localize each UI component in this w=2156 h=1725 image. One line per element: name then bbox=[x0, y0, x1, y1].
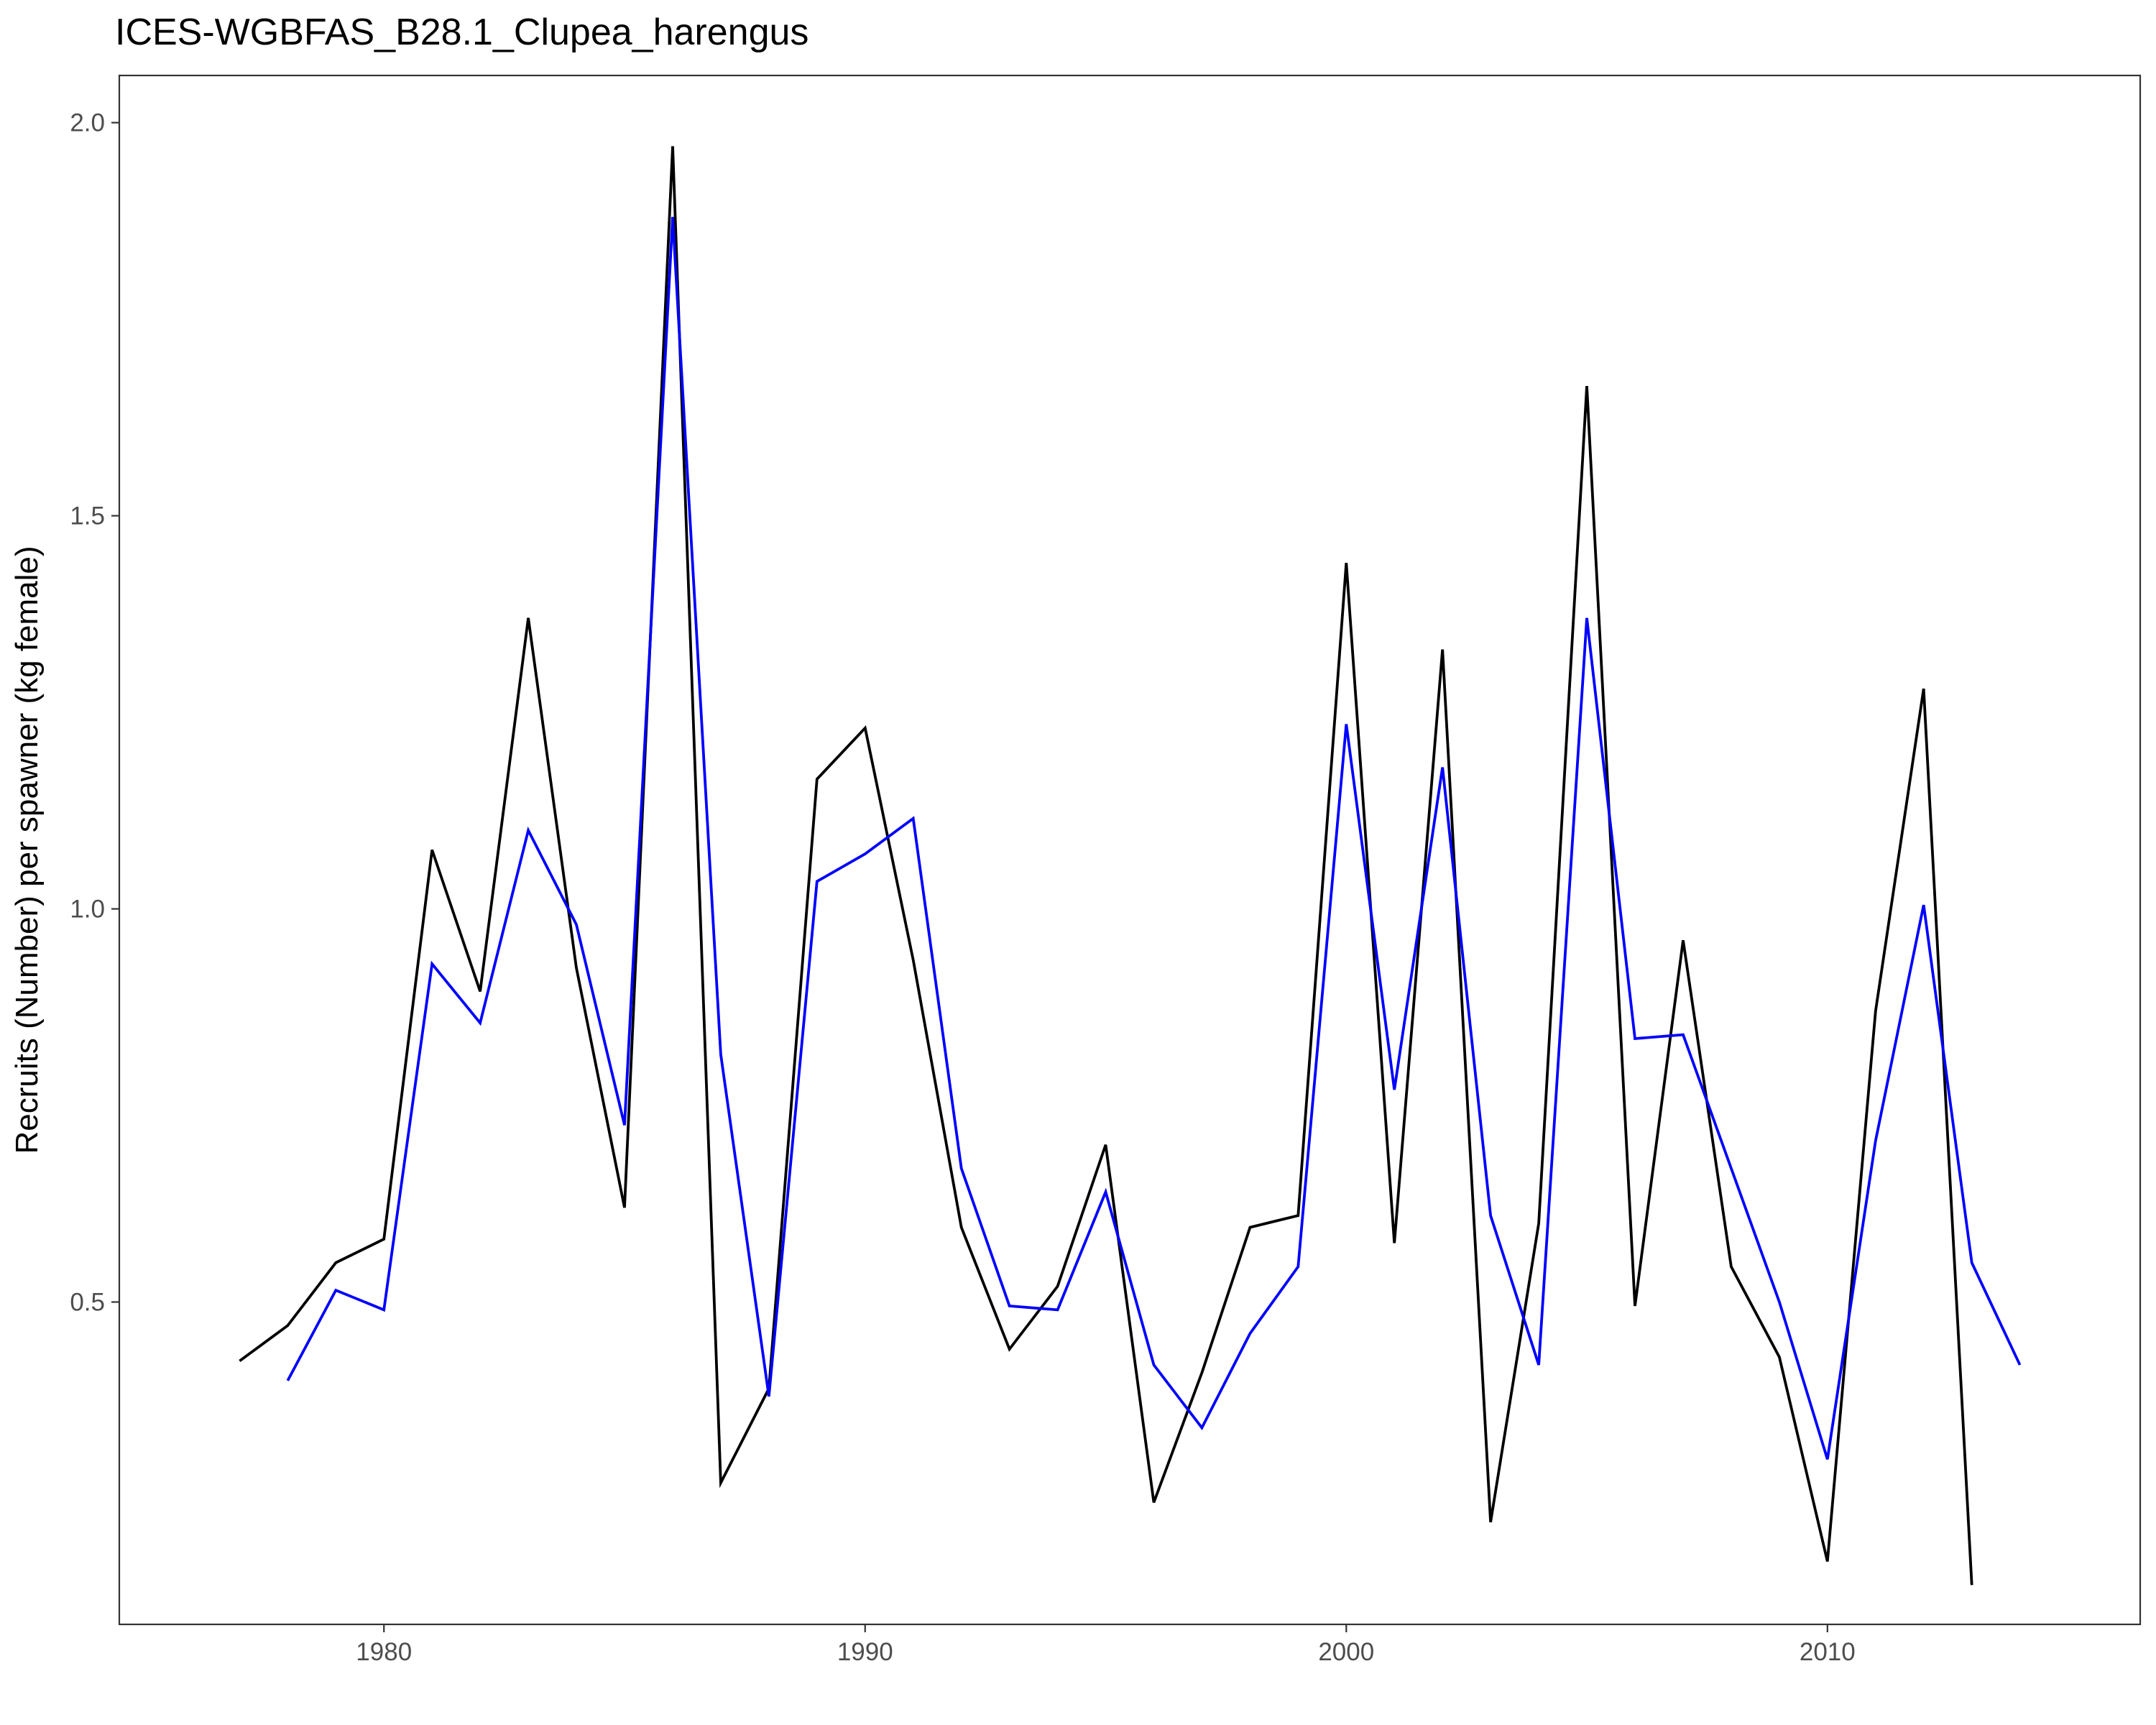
series-line-1 bbox=[239, 146, 1973, 1586]
x-tick-label: 1990 bbox=[837, 1638, 893, 1666]
x-tick-label: 2000 bbox=[1318, 1638, 1374, 1666]
y-tick-label: 1.0 bbox=[70, 896, 105, 924]
x-tick-label: 1980 bbox=[356, 1638, 412, 1666]
y-axis: 0.5 1.0 1.5 2.0 bbox=[70, 109, 119, 1316]
series-line-2 bbox=[286, 216, 2022, 1460]
y-tick-label: 2.0 bbox=[70, 109, 105, 137]
chart-title: ICES-WGBFAS_B28.1_Clupea_harengus bbox=[115, 12, 808, 53]
y-tick-label: 1.5 bbox=[70, 502, 105, 530]
x-axis: 1980 1990 2000 2010 bbox=[356, 1624, 1856, 1666]
x-tick-label: 2010 bbox=[1800, 1638, 1856, 1666]
plot-panel-border bbox=[118, 74, 2142, 1626]
y-axis-title: Recruits (Number) per spawner (kg female… bbox=[9, 546, 45, 1154]
series-layer bbox=[239, 146, 2022, 1586]
y-tick-label: 0.5 bbox=[70, 1288, 105, 1316]
